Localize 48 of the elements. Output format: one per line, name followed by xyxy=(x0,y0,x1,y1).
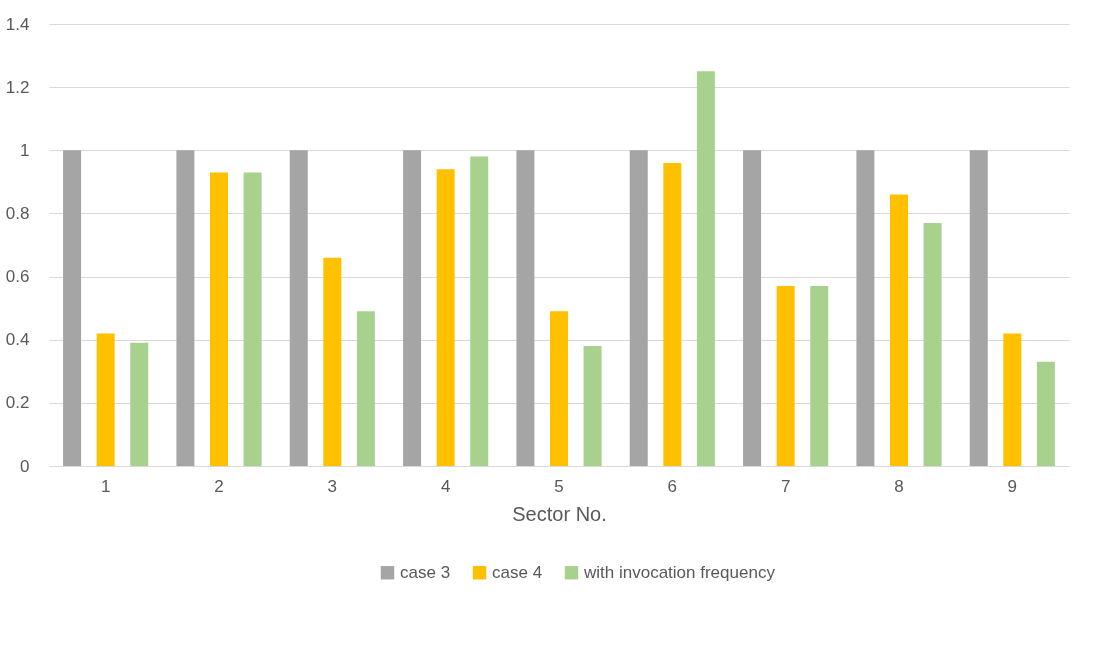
bar xyxy=(470,156,489,466)
x-tick-label: 3 xyxy=(327,476,338,496)
x-tick-label: 1 xyxy=(100,476,111,496)
x-tick-label: 8 xyxy=(894,476,904,496)
bar xyxy=(969,150,988,466)
bar xyxy=(776,286,795,466)
y-tick-label: 1 xyxy=(20,140,30,160)
bar xyxy=(176,150,195,466)
bar xyxy=(63,150,82,466)
bar xyxy=(629,150,648,466)
x-tick-label: 4 xyxy=(440,476,451,496)
bar xyxy=(516,150,535,466)
bar xyxy=(403,150,422,466)
bar xyxy=(356,311,375,466)
bar xyxy=(696,71,715,466)
legend-label: case 3 xyxy=(400,562,451,582)
bar xyxy=(923,222,942,466)
bar xyxy=(96,333,115,466)
bar xyxy=(1036,361,1055,466)
bar xyxy=(130,342,149,466)
legend-label: with invocation frequency xyxy=(583,562,776,582)
x-tick-label: 2 xyxy=(214,476,224,496)
x-tick-label: 9 xyxy=(1007,476,1018,496)
y-tick-label: 0.6 xyxy=(5,267,30,287)
x-axis-title: Sector No. xyxy=(512,502,607,525)
bar xyxy=(323,257,342,466)
bar xyxy=(550,311,568,466)
x-tick-label: 6 xyxy=(667,476,678,496)
bar xyxy=(210,172,228,466)
y-tick-label: 0.2 xyxy=(5,393,30,413)
y-tick-label: 1.2 xyxy=(5,77,30,97)
bar xyxy=(436,169,455,466)
y-tick-label: 1.4 xyxy=(5,14,30,34)
y-tick-label: 0.4 xyxy=(5,330,30,350)
y-tick-label: 0 xyxy=(20,456,30,476)
bar xyxy=(289,150,308,466)
bar xyxy=(243,172,262,466)
bar xyxy=(743,150,762,466)
x-tick-label: 7 xyxy=(780,476,791,496)
legend-label: case 4 xyxy=(492,562,543,582)
bar xyxy=(890,194,908,466)
bar xyxy=(810,286,829,466)
bar xyxy=(663,162,682,466)
x-tick-label: 5 xyxy=(554,476,564,496)
bar xyxy=(856,150,875,466)
y-tick-label: 0.8 xyxy=(5,203,30,223)
bar xyxy=(1003,333,1022,466)
bar xyxy=(583,346,602,466)
